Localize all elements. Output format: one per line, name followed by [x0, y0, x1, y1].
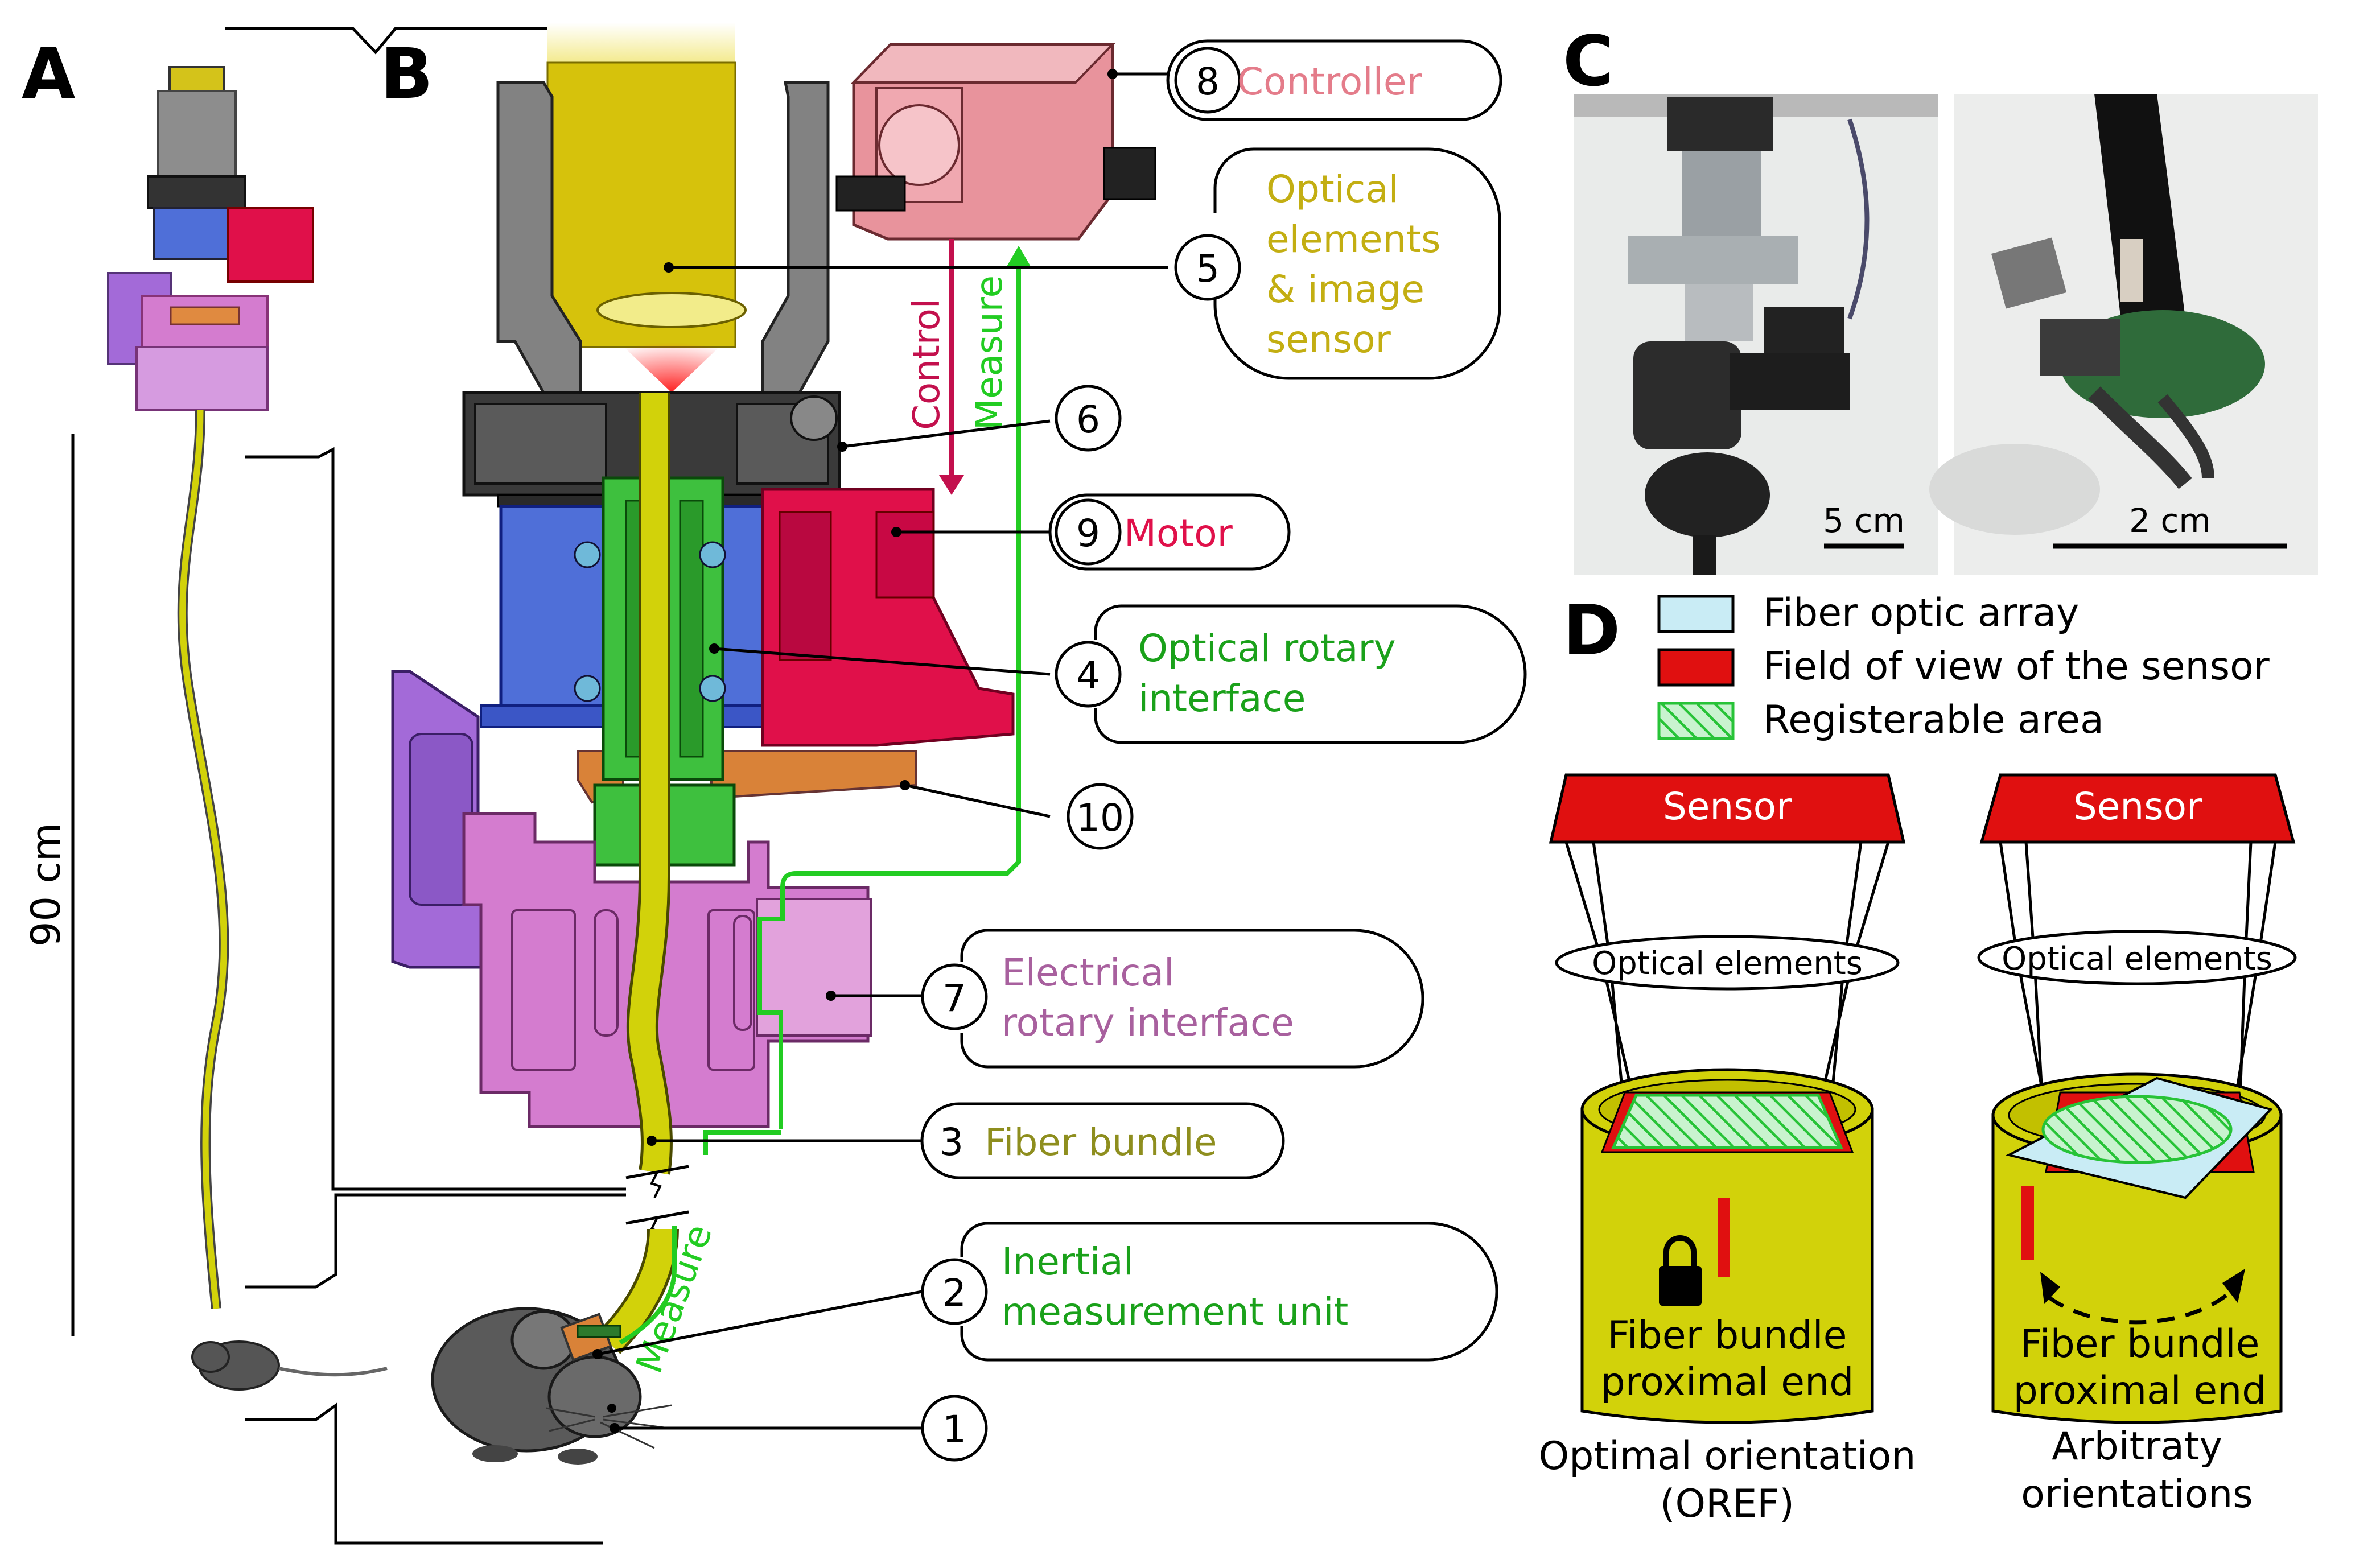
callout-number-10: 10 [1076, 796, 1124, 840]
callout-10: 10 [1067, 783, 1134, 850]
control-label: Control [906, 298, 948, 430]
panel-label-d: D [1563, 590, 1620, 671]
callout-6: 6 [1055, 385, 1122, 452]
callout-label-motor: Motor [1124, 511, 1233, 555]
panel-a-bracket-lines [225, 27, 626, 1545]
legend-swatch-field-of-view [1657, 648, 1735, 687]
callout-label-electrical-2: rotary interface [1002, 1001, 1294, 1045]
callout-number-8: 8 [1196, 60, 1220, 104]
callout-label-fiber-bundle: Fiber bundle [985, 1120, 1217, 1164]
callout-number-3: 3 [940, 1120, 963, 1164]
photo-left [1574, 94, 1938, 575]
callout-label-imu-1: Inertial [1002, 1240, 1134, 1284]
panel-label-c: C [1563, 21, 1614, 102]
callout-label-optical-1: Optical [1266, 167, 1399, 211]
leader-dots [592, 69, 1118, 1433]
caption-right-1: Arbitraty [2052, 1424, 2222, 1469]
callout-number-4: 4 [1076, 654, 1100, 698]
callout-optical-elements: 5 Optical elements & image sensor [1174, 147, 1501, 380]
measure-line-top [703, 262, 1021, 1155]
control-arrow [939, 239, 964, 495]
panel-b-device [391, 23, 1156, 1465]
panel-label-a: A [22, 34, 75, 114]
scalebar-left-label: 5 cm [1823, 501, 1905, 540]
photo-right [1929, 94, 2318, 575]
optical-elements-lens-right [1977, 930, 2297, 985]
callout-number-6: 6 [1076, 398, 1100, 442]
legend-swatch-fiber-array [1657, 595, 1735, 633]
measure-arrowhead-top [1006, 246, 1031, 267]
proximal-label-right-2: proximal end [2013, 1368, 2267, 1413]
caption-left-2: (OREF) [1660, 1482, 1794, 1527]
measure-label-top: Measure [969, 275, 1011, 430]
callout-label-electrical-1: Electrical [1002, 951, 1174, 995]
rotation-arrow [2047, 1290, 2233, 1325]
callout-label-controller: Controller [1237, 60, 1423, 104]
caption-right-2: orientations [2021, 1472, 2253, 1517]
diagram-right: Optical elements Fiber bundle proximal e… [1977, 773, 2297, 1424]
sensor-label-left: Sensor [1663, 785, 1792, 828]
callout-number-2: 2 [942, 1271, 966, 1315]
callout-number-1: 1 [942, 1408, 966, 1451]
legend-label-field-of-view: Field of view of the sensor [1763, 644, 2270, 689]
callout-label-optical-4: sensor [1266, 317, 1391, 361]
proximal-label-left-2: proximal end [1601, 1360, 1854, 1405]
panel-a-device [107, 66, 314, 411]
callout-number-9: 9 [1076, 511, 1100, 555]
callout-electrical-rotary: 7 Electrical rotary interface [921, 929, 1424, 1069]
proximal-label-right-1: Fiber bundle [2020, 1322, 2260, 1367]
optical-elements-label-left: Optical elements [1592, 945, 1863, 982]
callout-1: 1 [921, 1395, 988, 1462]
legend: Fiber optic array Field of view of the s… [1657, 591, 2270, 742]
callout-label-optical-rotary-2: interface [1138, 676, 1306, 720]
legend-swatch-registerable [1657, 702, 1735, 740]
legend-label-registerable: Registerable area [1763, 698, 2104, 742]
leader-lines [597, 72, 1168, 1430]
registerable-area-right [2041, 1095, 2233, 1164]
callout-label-optical-3: & image [1266, 267, 1424, 311]
callout-controller: 8 Controller [1166, 39, 1502, 121]
callout-label-imu-2: measurement unit [1002, 1290, 1348, 1334]
panel-label-b: B [380, 34, 433, 114]
callout-imu: 2 Inertial measurement unit [921, 1222, 1498, 1362]
callout-label-optical-rotary-1: Optical rotary [1138, 626, 1396, 670]
panel-a-length-label: 90 cm [23, 823, 69, 947]
callout-number-7: 7 [942, 976, 966, 1020]
diagram-left: Optical elements Fiber bundle proximal e… [1549, 773, 1906, 1424]
callout-motor: 9 Motor [1048, 493, 1291, 571]
scalebar-right-label: 2 cm [2129, 501, 2211, 540]
proximal-label-left-1: Fiber bundle [1608, 1313, 1847, 1358]
lock-icon [1659, 1235, 1702, 1306]
panel-a-mouse-icon [191, 1340, 388, 1391]
callout-label-optical-2: elements [1266, 217, 1441, 261]
optical-elements-lens-left [1555, 935, 1900, 991]
measure-line-bottom [619, 1226, 677, 1345]
legend-label-fiber-array: Fiber optic array [1763, 591, 2079, 636]
callout-fiber-bundle: 3 Fiber bundle [920, 1102, 1285, 1179]
sensor-label-right: Sensor [2073, 785, 2202, 828]
registerable-area-left [1611, 1094, 1843, 1149]
callout-number-5: 5 [1196, 247, 1220, 291]
optical-elements-label-right: Optical elements [2002, 940, 2272, 977]
callout-optical-rotary: 4 Optical rotary interface [1055, 604, 1527, 744]
caption-left-1: Optimal orientation [1539, 1434, 1916, 1479]
